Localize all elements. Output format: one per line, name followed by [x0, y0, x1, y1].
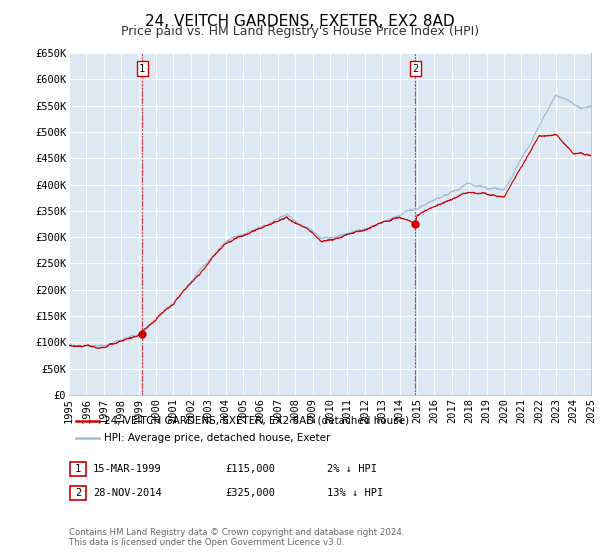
Text: Contains HM Land Registry data © Crown copyright and database right 2024.
This d: Contains HM Land Registry data © Crown c…	[69, 528, 404, 547]
Text: 1: 1	[139, 64, 145, 73]
Text: 2: 2	[75, 488, 81, 498]
Text: 24, VEITCH GARDENS, EXETER, EX2 8AD (detached house): 24, VEITCH GARDENS, EXETER, EX2 8AD (det…	[104, 416, 409, 426]
Text: 24, VEITCH GARDENS, EXETER, EX2 8AD: 24, VEITCH GARDENS, EXETER, EX2 8AD	[145, 14, 455, 29]
Text: HPI: Average price, detached house, Exeter: HPI: Average price, detached house, Exet…	[104, 433, 331, 444]
Text: 28-NOV-2014: 28-NOV-2014	[93, 488, 162, 498]
Text: 2% ↓ HPI: 2% ↓ HPI	[327, 464, 377, 474]
Text: 13% ↓ HPI: 13% ↓ HPI	[327, 488, 383, 498]
FancyBboxPatch shape	[70, 462, 86, 477]
Text: 15-MAR-1999: 15-MAR-1999	[93, 464, 162, 474]
Text: 2: 2	[412, 64, 419, 73]
Text: £115,000: £115,000	[225, 464, 275, 474]
FancyBboxPatch shape	[70, 486, 86, 500]
Text: £325,000: £325,000	[225, 488, 275, 498]
Text: 1: 1	[75, 464, 81, 474]
Text: Price paid vs. HM Land Registry's House Price Index (HPI): Price paid vs. HM Land Registry's House …	[121, 25, 479, 38]
